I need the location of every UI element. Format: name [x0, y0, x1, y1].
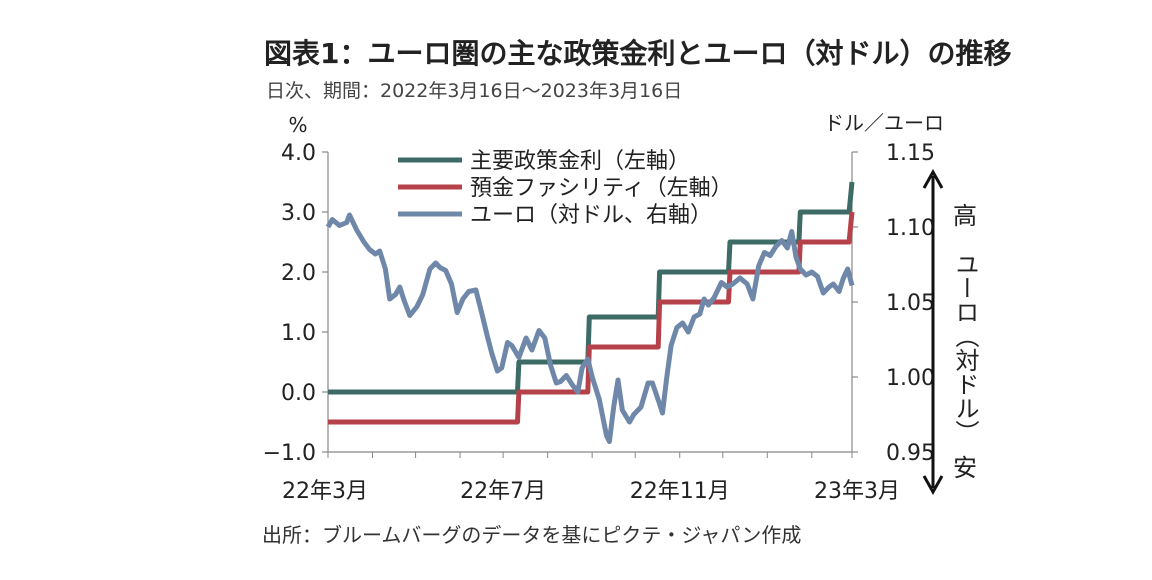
- left-tick-label: 1.0: [281, 321, 316, 346]
- source-note: 出所：ブルームバーグのデータを基にピクテ・ジャパン作成: [262, 523, 802, 547]
- down-arrow-head: [922, 475, 944, 496]
- series-line-2: [328, 211, 855, 425]
- left-axis-unit: %: [288, 113, 307, 137]
- up-arrow-head: [922, 168, 944, 189]
- left-tick-label: 4.0: [281, 141, 316, 166]
- x-tick-label: 22年11月: [630, 479, 730, 504]
- x-tick-label: 22年3月: [282, 479, 368, 504]
- left-tick-label: 3.0: [281, 201, 316, 226]
- annotation-label: ユーロ（対ドル）: [951, 252, 979, 444]
- right-axis-unit: ドル／ユーロ: [824, 111, 944, 135]
- chart-subtitle: 日次、期間：2022年3月16日～2023年3月16日: [266, 80, 683, 102]
- legend-label-3: ユーロ（対ドル、右軸）: [470, 203, 712, 228]
- legend-label-2: 預金ファシリティ（左軸）: [470, 176, 733, 201]
- right-tick-label: 0.95: [886, 441, 935, 466]
- right-tick-label: 1.10: [886, 216, 935, 241]
- chart-title: 図表1：ユーロ圏の主な政策金利とユーロ（対ドル）の推移: [264, 37, 1012, 70]
- right-tick-label: 1.00: [886, 366, 935, 391]
- annotation-high: 高: [953, 202, 977, 230]
- right-tick-label: 1.15: [886, 141, 935, 166]
- legend-label-1: 主要政策金利（左軸）: [470, 149, 690, 174]
- x-tick-label: 23年3月: [814, 479, 900, 504]
- right-tick-label: 1.05: [886, 291, 935, 316]
- left-tick-label: 0.0: [281, 381, 316, 406]
- left-tick-label: 2.0: [281, 261, 316, 286]
- x-tick-label: 22年7月: [460, 479, 546, 504]
- series-line-3: [325, 212, 855, 444]
- left-tick-label: −1.0: [263, 441, 316, 466]
- series-line-1: [328, 181, 855, 395]
- annotation-low: 安: [953, 454, 977, 482]
